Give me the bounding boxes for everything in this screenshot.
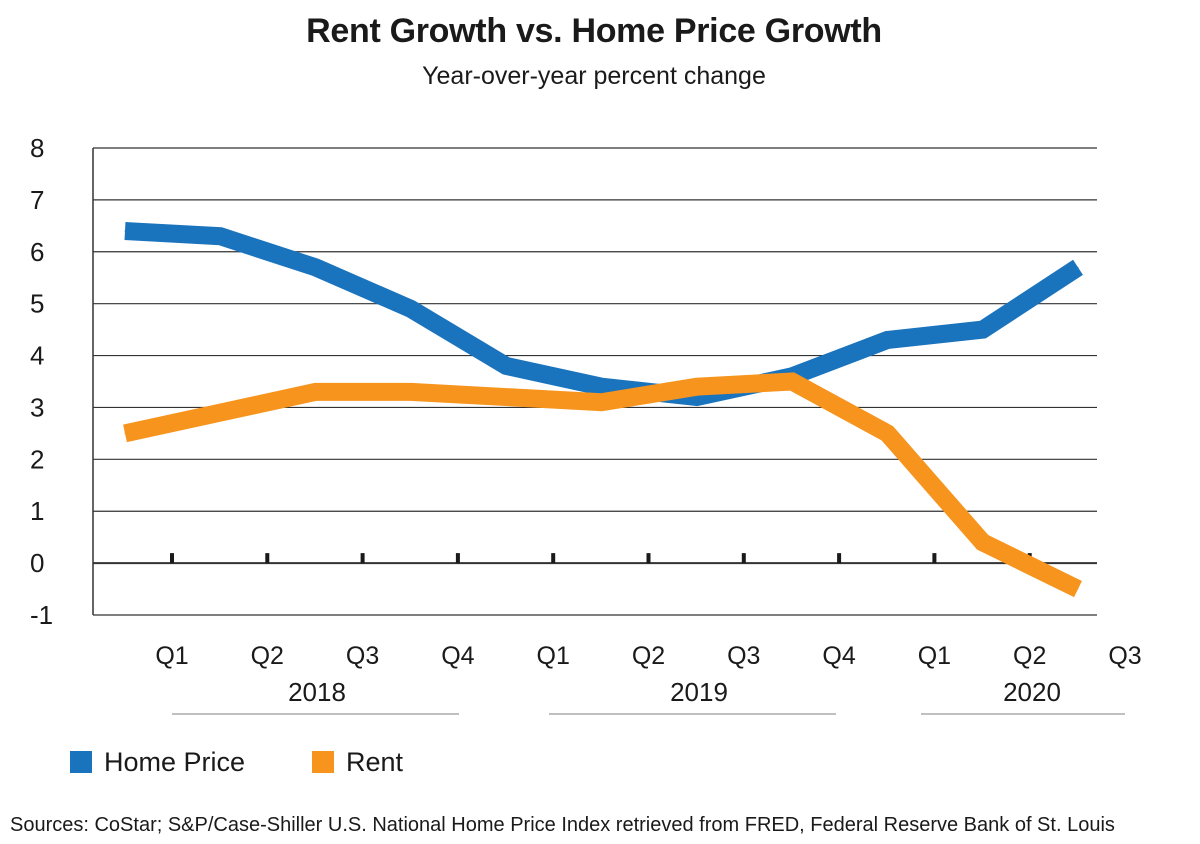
data-point-rent [696,386,698,388]
y-tick-label: 3 [30,392,44,422]
y-tick-label: 5 [30,289,44,319]
y-tick-label: 4 [30,341,44,371]
data-point-rent [505,396,507,398]
x-tick-label-quarter: Q2 [632,642,665,670]
data-point-home-price [410,308,412,310]
data-point-rent [315,391,317,393]
x-year-label: 2020 [1003,677,1061,707]
x-tick-label-quarter: Q1 [918,642,951,670]
y-axis-tick-labels: -1 0 1 2 3 4 5 6 7 8 [30,133,53,630]
data-point-home-price [1077,266,1079,268]
data-point-rent [1077,588,1079,590]
chart-subtitle: Year-over-year percent change [422,62,766,90]
x-tick-label-quarter: Q3 [1108,642,1141,670]
data-point-home-price [696,396,698,398]
source-note: Sources: CoStar; S&P/Case-Shiller U.S. N… [10,814,1115,836]
y-tick-label: 7 [30,185,44,215]
data-point-rent [219,412,221,414]
data-point-rent [124,432,126,434]
legend-item-rent: Rent [312,746,403,778]
x-tick-label-quarter: Q4 [441,642,474,670]
data-point-home-price [601,386,602,388]
x-tick-label-quarter: Q1 [537,642,570,670]
y-tick-label: -1 [30,600,53,630]
y-tick-label: 2 [30,444,44,474]
data-point-home-price [315,266,317,268]
legend-swatch-rent [312,751,334,773]
x-tick-label-quarter: Q2 [1013,642,1046,670]
x-tick-label-quarter: Q3 [346,642,379,670]
y-tick-label: 1 [30,496,44,526]
data-point-home-price [124,230,126,232]
x-year-label: 2019 [670,677,728,707]
data-point-rent [791,381,793,382]
data-point-rent [886,432,888,434]
legend-item-home-price: Home Price [70,746,245,778]
data-point-rent [982,541,984,543]
y-tick-label: 8 [30,133,44,163]
series-lines [123,222,1083,598]
y-tick-label: 6 [30,237,44,267]
legend-label-home-price: Home Price [104,746,246,777]
data-point-rent [601,401,602,403]
x-year-label: 2018 [288,677,346,707]
x-tick-label-quarter: Q2 [251,642,284,670]
chart-title: Rent Growth vs. Home Price Growth [306,12,882,50]
data-point-home-price [219,235,221,237]
x-tick-label-quarter: Q1 [155,642,188,670]
data-point-home-price [982,329,984,331]
series-line-home-price [124,222,1083,407]
data-point-rent [410,391,412,393]
y-tick-label: 0 [30,548,44,578]
x-tick-label-quarter: Q3 [727,642,760,670]
data-point-home-price [886,339,888,341]
legend-label-rent: Rent [346,746,404,777]
x-tick-label-quarter: Q4 [822,642,855,670]
data-point-home-price [505,365,507,367]
legend-swatch-home-price [70,751,92,773]
